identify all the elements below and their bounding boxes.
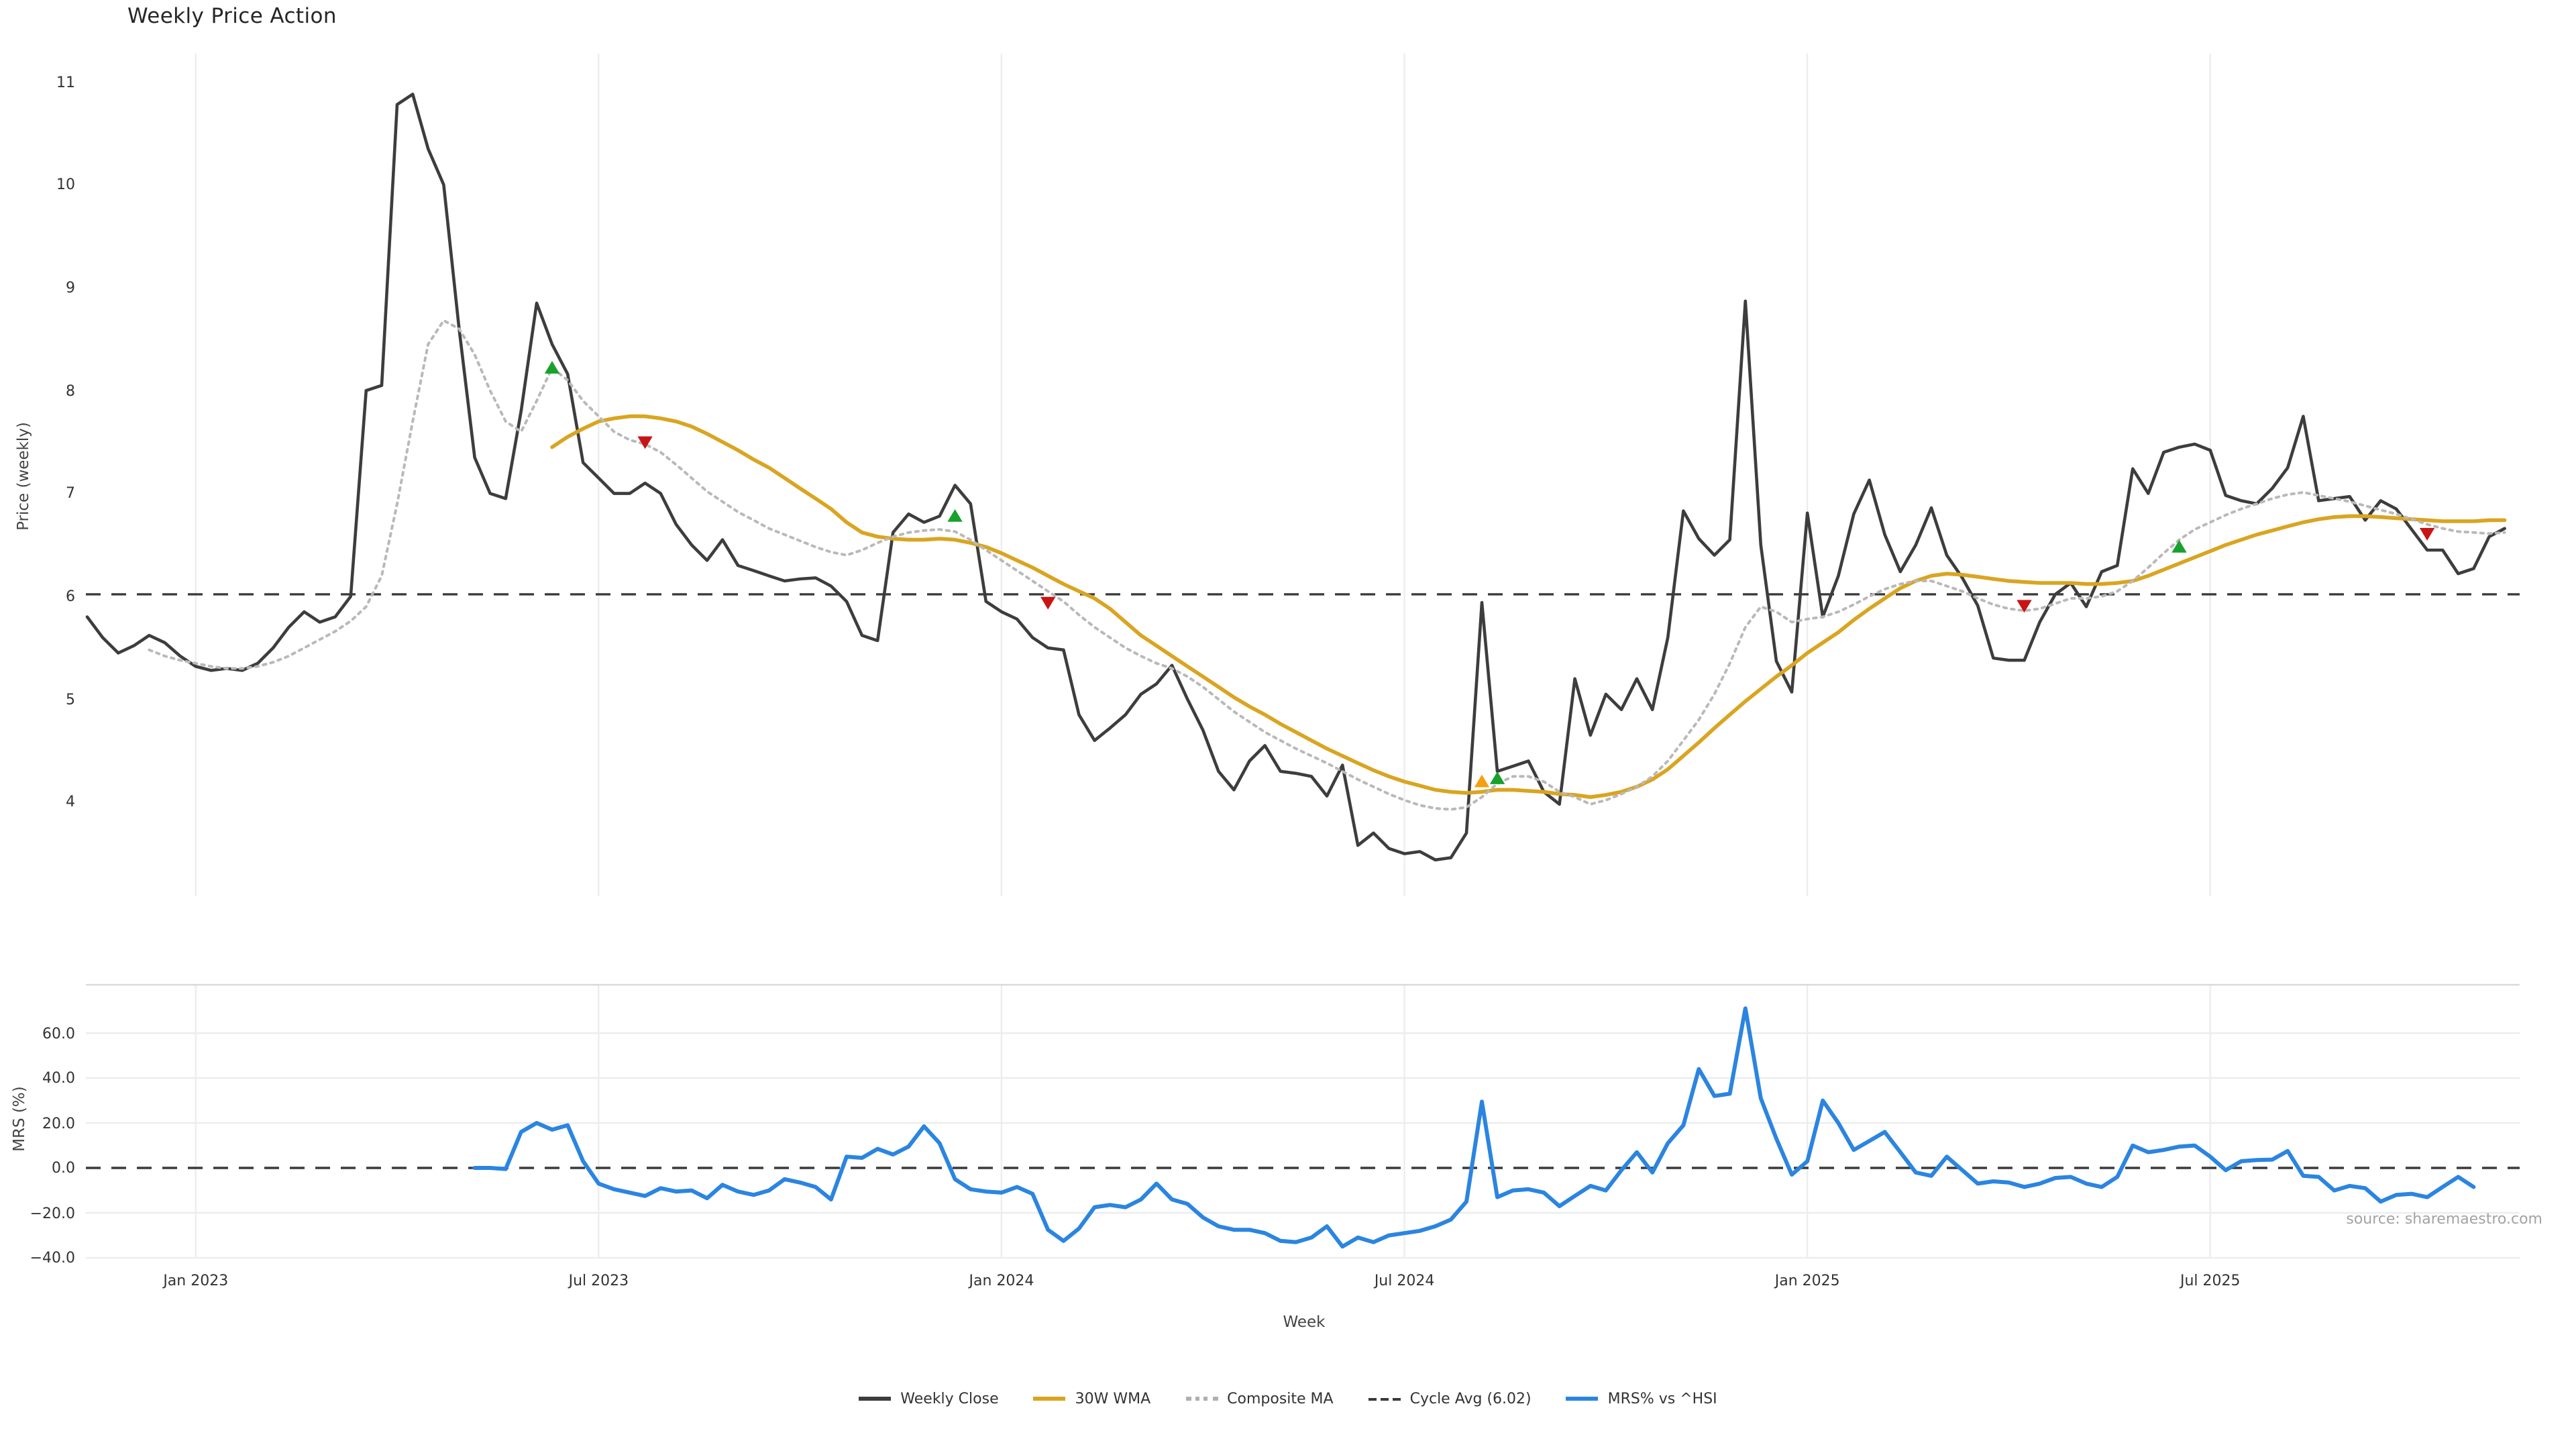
x-tick-label: Jul 2023	[568, 1272, 629, 1289]
mrs-ytick-label: 60.0	[42, 1024, 75, 1042]
legend-item: 30W WMA	[1033, 1390, 1151, 1407]
x-tick-label: Jan 2023	[163, 1272, 229, 1289]
legend-label: Weekly Close	[900, 1390, 999, 1407]
legend-swatch	[1368, 1397, 1401, 1400]
legend-item: Cycle Avg (6.02)	[1368, 1390, 1532, 1407]
mrs-ytick-label: −20.0	[30, 1204, 75, 1222]
legend-swatch	[1566, 1397, 1599, 1401]
legend-item: Composite MA	[1185, 1390, 1334, 1407]
legend-swatch	[859, 1397, 892, 1401]
mrs-ytick-label: −40.0	[30, 1249, 75, 1267]
legend: Weekly Close 30W WMA Composite MA Cycle Avg…	[0, 1390, 2576, 1407]
legend-swatch	[1185, 1397, 1218, 1401]
legend-label: Cycle Avg (6.02)	[1409, 1390, 1532, 1407]
legend-item: Weekly Close	[859, 1390, 999, 1407]
x-tick-label: Jan 2025	[1774, 1272, 1840, 1289]
price-ytick-label: 11	[56, 73, 75, 91]
source-note: source: sharemaestro.com	[2346, 1210, 2542, 1228]
price-ytick-label: 4	[66, 793, 75, 811]
price-axis-label: Price (weekly)	[13, 422, 32, 531]
wma-cross-marker	[1474, 774, 1490, 788]
series-30w-wma	[550, 414, 2507, 799]
chart-title: Weekly Price Action	[127, 4, 337, 28]
sell-signal-marker	[1040, 596, 1056, 610]
series-weekly-close	[85, 93, 2506, 862]
mrs-ytick-label: 40.0	[42, 1069, 75, 1087]
legend-label: Composite MA	[1227, 1390, 1334, 1407]
series-composite-ma	[148, 319, 2506, 811]
buy-signal-marker	[947, 508, 963, 522]
x-tick-label: Jan 2024	[969, 1272, 1034, 1289]
legend-label: MRS% vs ^HSI	[1607, 1390, 1717, 1407]
x-tick-label: Jul 2025	[2180, 1272, 2241, 1289]
buy-signal-marker	[1489, 771, 1505, 784]
legend-swatch	[1033, 1397, 1066, 1401]
sell-signal-marker	[2017, 600, 2032, 613]
series-mrs-vs-hsi	[472, 1006, 2476, 1249]
price-ytick-label: 5	[66, 690, 75, 708]
legend-item: MRS% vs ^HSI	[1566, 1390, 1717, 1407]
buy-signal-marker	[2171, 539, 2187, 553]
price-ytick-label: 10	[56, 176, 75, 194]
x-axis-label: Week	[1283, 1312, 1326, 1331]
price-ytick-label: 6	[66, 588, 75, 605]
legend-label: 30W WMA	[1075, 1390, 1151, 1407]
sell-signal-marker	[637, 436, 653, 449]
sell-signal-marker	[2419, 528, 2435, 541]
mrs-ytick-label: 0.0	[52, 1159, 75, 1177]
x-tick-label: Jul 2024	[1374, 1272, 1435, 1289]
buy-signal-marker	[544, 361, 560, 374]
mrs-ytick-label: 20.0	[42, 1114, 75, 1132]
price-ytick-label: 7	[66, 484, 75, 502]
price-ytick-label: 8	[66, 382, 75, 400]
price-ytick-label: 9	[66, 278, 75, 297]
